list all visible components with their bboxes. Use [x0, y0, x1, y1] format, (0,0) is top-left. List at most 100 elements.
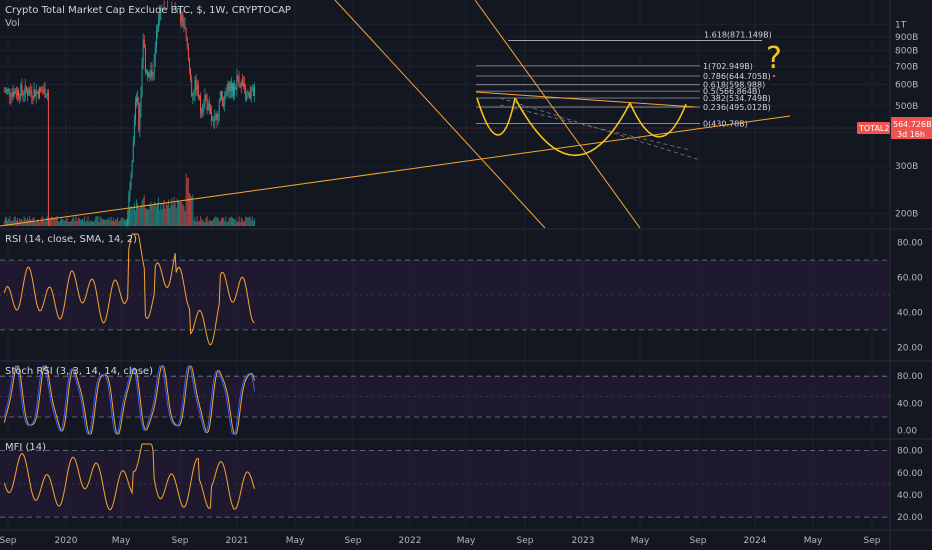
fib-level-label: 0.236(495.012B)	[703, 103, 771, 112]
volume-bar	[14, 216, 16, 226]
last-price-badge	[891, 117, 932, 139]
volume-bar	[126, 220, 128, 226]
volume-bar	[173, 196, 175, 226]
candle-body	[140, 93, 142, 110]
candle-body	[251, 88, 253, 90]
candle-body	[187, 47, 189, 60]
candle-body	[160, 8, 162, 14]
candle-body	[143, 39, 145, 49]
volume-bar	[236, 221, 238, 226]
volume-bar	[203, 221, 205, 226]
x-tick-label: 2022	[399, 536, 422, 546]
fib-level-label: 0.5(566.864B)	[703, 87, 761, 96]
candle-body	[204, 95, 206, 105]
candle-body	[240, 81, 242, 87]
volume-bar	[122, 218, 124, 226]
volume-bar	[66, 217, 68, 226]
x-tick-label: 2023	[572, 536, 595, 546]
volume-bar	[90, 220, 92, 226]
volume-bar	[238, 216, 240, 226]
volume-bar	[99, 216, 101, 226]
volume-bar	[202, 218, 204, 226]
candle-body	[31, 92, 33, 97]
volume-bar	[106, 219, 108, 226]
mfi-tick-label: 80.00	[897, 447, 923, 457]
price-tick-label: 300B	[895, 162, 918, 172]
volume-bar	[123, 219, 125, 226]
candle-body	[191, 80, 193, 97]
volume-bar	[39, 221, 40, 226]
candle-body	[197, 84, 199, 98]
volume-bar	[150, 201, 152, 226]
candle-body	[14, 90, 16, 94]
x-tick-label: Sep	[864, 536, 881, 546]
candle-body	[135, 101, 136, 121]
volume-bar	[200, 216, 201, 226]
volume-bar	[184, 211, 186, 226]
candle-body	[17, 90, 18, 96]
candle-body	[192, 94, 194, 97]
candle-body	[136, 97, 138, 102]
volume-bar	[63, 219, 65, 226]
candle-body	[229, 83, 231, 92]
candle-body	[8, 89, 10, 90]
volume-bar	[79, 219, 81, 226]
volume-bar	[60, 219, 61, 226]
candle-body	[4, 91, 6, 93]
volume-bar	[204, 221, 206, 226]
mfi-label: MFI (14)	[5, 442, 47, 453]
candle-body	[215, 114, 217, 117]
candle-body	[146, 71, 147, 73]
candle-body	[142, 39, 144, 63]
question-mark-annotation: ?	[766, 41, 782, 76]
volume-bar	[94, 220, 96, 226]
volume-bar	[161, 209, 163, 226]
volume-bar	[12, 220, 14, 226]
volume-bar	[162, 203, 164, 226]
candle-body	[133, 120, 135, 141]
volume-bar	[46, 216, 48, 226]
rsi-tick-label: 60.00	[897, 274, 923, 284]
volume-bar	[248, 217, 250, 226]
fib-level-label: 1.618(871.149B)	[704, 31, 772, 40]
candle-body	[214, 116, 216, 122]
volume-bar	[83, 221, 85, 226]
candle-body	[237, 76, 239, 78]
volume-bar	[227, 221, 229, 226]
volume-bar	[36, 219, 38, 226]
candle-body	[3, 91, 5, 93]
descending-trendline	[334, 0, 546, 229]
volume-bar	[43, 219, 45, 226]
volume-label: Vol	[5, 18, 20, 29]
volume-bar	[171, 198, 173, 226]
volume-bar	[212, 220, 214, 226]
volume-bar	[216, 218, 218, 226]
volume-bar	[224, 220, 226, 226]
volume-bar	[131, 206, 133, 226]
volume-bar	[104, 219, 106, 226]
volume-bar	[246, 217, 248, 226]
volume-bar	[232, 217, 233, 226]
volume-bar	[107, 218, 109, 226]
candle-body	[234, 87, 236, 96]
volume-bar	[139, 208, 141, 226]
volume-bar	[147, 208, 149, 226]
fib-level-label: 0(430.78B)	[703, 119, 748, 128]
volume-bar	[201, 220, 203, 226]
candle-body	[154, 47, 156, 60]
price-tick-label: 500B	[895, 102, 918, 112]
x-tick-label: Sep	[690, 536, 707, 546]
volume-bar	[22, 221, 24, 226]
rsi-label: RSI (14, close, SMA, 14, 2)	[5, 234, 138, 245]
volume-bar	[140, 204, 142, 226]
candle-body	[21, 85, 23, 93]
volume-bar	[235, 218, 237, 226]
candle-body	[147, 71, 149, 78]
candle-body	[247, 95, 249, 97]
volume-bar	[197, 221, 199, 226]
candle-body	[205, 95, 207, 100]
volume-bar	[152, 205, 154, 226]
stoch-line	[3, 365, 255, 435]
volume-bar	[77, 217, 79, 226]
